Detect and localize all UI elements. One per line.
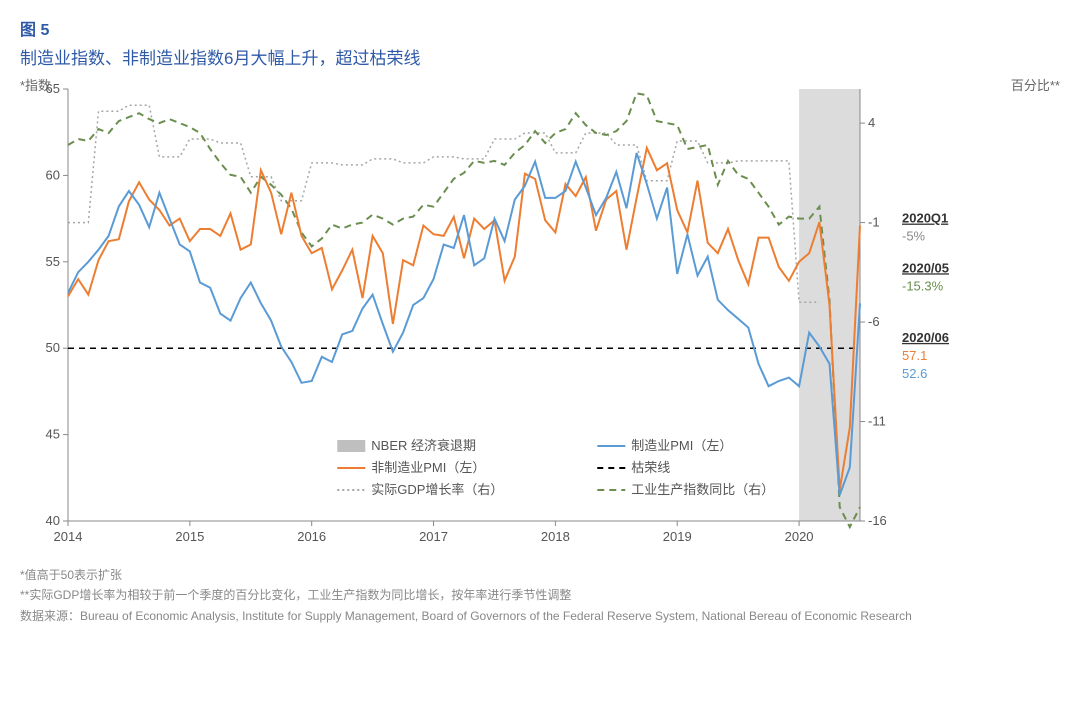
svg-text:-16: -16 bbox=[868, 513, 887, 528]
svg-text:2015: 2015 bbox=[175, 529, 204, 544]
figure-number: 图 5 bbox=[20, 16, 1060, 40]
svg-text:工业生产指数同比（右）: 工业生产指数同比（右） bbox=[631, 482, 774, 497]
svg-text:2020/06: 2020/06 bbox=[902, 330, 949, 345]
figure-card: 图 5 制造业指数、非制造业指数6月大幅上升，超过枯荣线 *指数 百分比** 4… bbox=[0, 0, 1080, 704]
svg-text:2020/05: 2020/05 bbox=[902, 260, 949, 275]
svg-text:55: 55 bbox=[46, 254, 60, 269]
svg-text:2014: 2014 bbox=[54, 529, 83, 544]
svg-text:50: 50 bbox=[46, 340, 60, 355]
svg-text:2020: 2020 bbox=[785, 529, 814, 544]
left-axis-label: *指数 bbox=[20, 75, 51, 94]
figure-title: 制造业指数、非制造业指数6月大幅上升，超过枯荣线 bbox=[20, 44, 1060, 69]
svg-text:NBER 经济衰退期: NBER 经济衰退期 bbox=[371, 438, 476, 453]
svg-text:52.6: 52.6 bbox=[902, 366, 927, 381]
footnote-2: **实际GDP增长率为相较于前一个季度的百分比变化，工业生产指数为同比增长，按年… bbox=[20, 585, 1060, 605]
svg-text:57.1: 57.1 bbox=[902, 348, 927, 363]
svg-text:45: 45 bbox=[46, 427, 60, 442]
line-chart: 404550556065-16-11-6-1420142015201620172… bbox=[20, 79, 980, 559]
svg-text:-11: -11 bbox=[868, 414, 886, 429]
data-source: 数据来源：Bureau of Economic Analysis, Instit… bbox=[20, 606, 1060, 626]
svg-text:2019: 2019 bbox=[663, 529, 692, 544]
svg-text:40: 40 bbox=[46, 513, 60, 528]
chart-legend: NBER 经济衰退期 制造业PMI（左） 非制造业PMI（左） 枯荣线实际GDP增长率… bbox=[337, 438, 774, 497]
svg-text:实际GDP增长率（右）: 实际GDP增长率（右） bbox=[371, 482, 503, 497]
svg-text:2020Q1: 2020Q1 bbox=[902, 211, 948, 226]
callouts: 2020Q1 -5% 2020/05 -15.3% 2020/06 57.1 52.6 bbox=[902, 211, 949, 381]
footnotes: *值高于50表示扩张 **实际GDP增长率为相较于前一个季度的百分比变化，工业生… bbox=[20, 565, 1060, 626]
chart-area: *指数 百分比** 404550556065-16-11-6-142014201… bbox=[20, 79, 1060, 559]
svg-text:制造业PMI（左）: 制造业PMI（左） bbox=[631, 438, 732, 453]
svg-text:-1: -1 bbox=[868, 215, 880, 230]
svg-text:2016: 2016 bbox=[297, 529, 326, 544]
footnote-1: *值高于50表示扩张 bbox=[20, 565, 1060, 585]
svg-text:2018: 2018 bbox=[541, 529, 570, 544]
svg-text:枯荣线: 枯荣线 bbox=[631, 460, 670, 475]
svg-text:60: 60 bbox=[46, 167, 60, 182]
svg-text:-6: -6 bbox=[868, 314, 880, 329]
svg-text:4: 4 bbox=[868, 115, 875, 130]
svg-text:非制造业PMI（左）: 非制造业PMI（左） bbox=[371, 460, 485, 475]
svg-text:-5%: -5% bbox=[902, 229, 926, 244]
svg-text:2017: 2017 bbox=[419, 529, 448, 544]
svg-text:-15.3%: -15.3% bbox=[902, 278, 944, 293]
right-axis-label: 百分比** bbox=[1011, 75, 1060, 94]
series-gdp bbox=[68, 105, 819, 302]
